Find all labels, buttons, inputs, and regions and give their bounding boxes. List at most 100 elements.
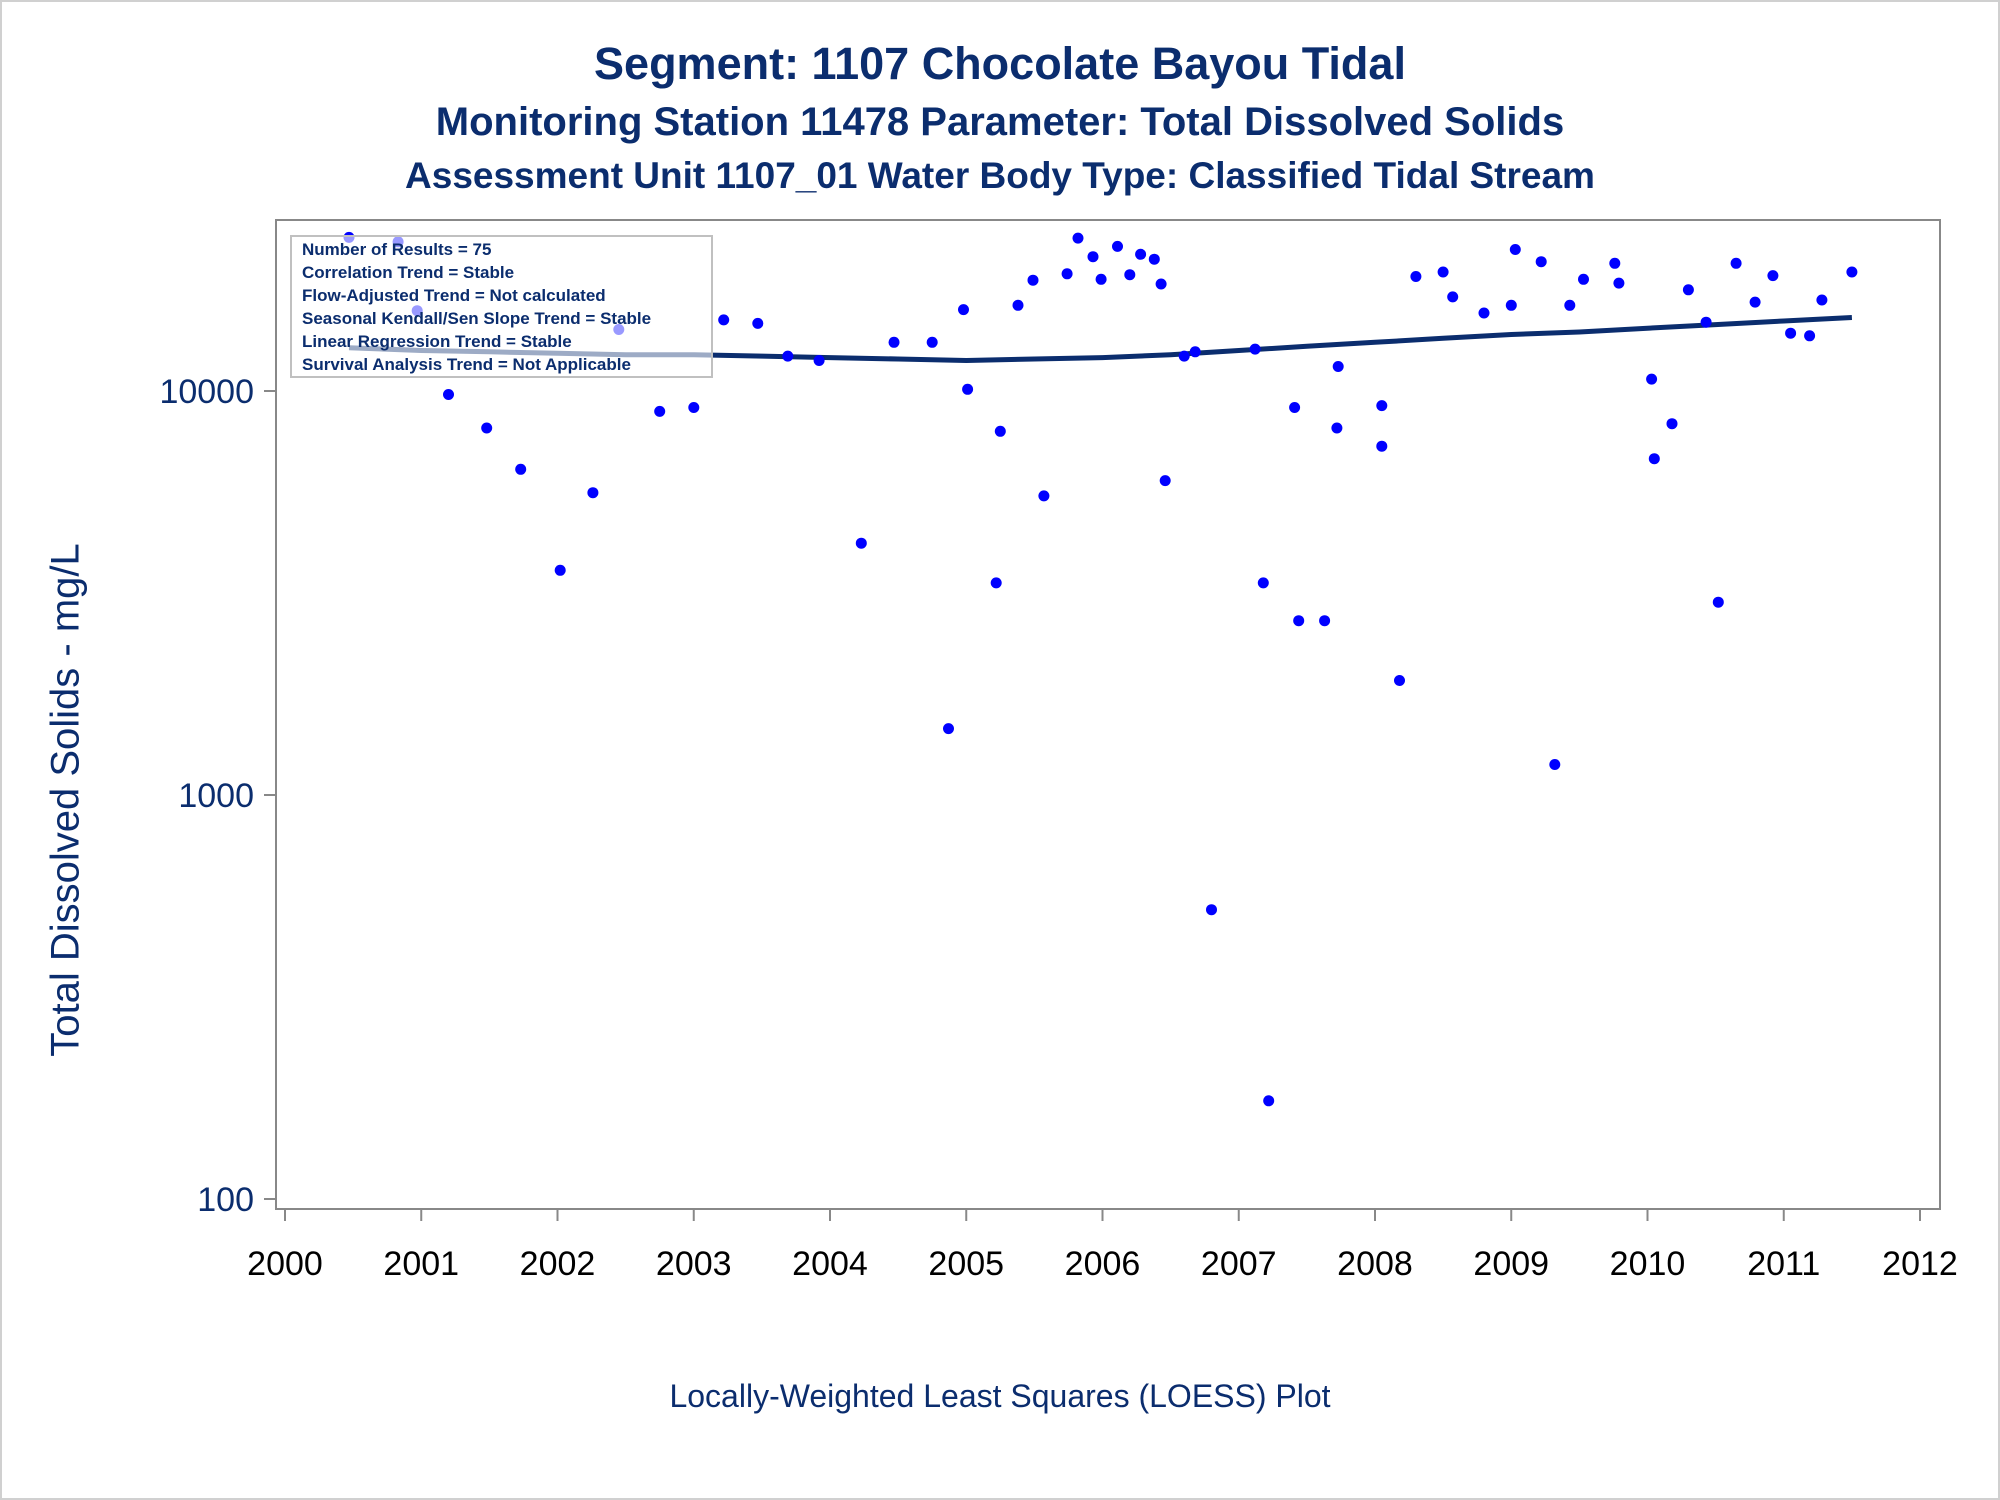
data-point xyxy=(782,350,794,362)
data-point xyxy=(1332,361,1344,372)
data-point xyxy=(1331,422,1343,434)
data-point xyxy=(1447,291,1459,303)
data-point xyxy=(1410,271,1422,282)
data-point xyxy=(1648,453,1660,465)
footnote: Locally-Weighted Least Squares (LOESS) P… xyxy=(669,1378,1331,1414)
data-point xyxy=(1535,256,1547,268)
data-point xyxy=(1846,266,1858,278)
x-tick-label: 2001 xyxy=(383,1245,459,1283)
data-point xyxy=(1087,251,1099,263)
x-tick-label: 2011 xyxy=(1747,1245,1820,1283)
chart-subtitle: Monitoring Station 11478 Parameter: Tota… xyxy=(435,100,1565,144)
data-point xyxy=(752,317,764,329)
data-point xyxy=(1124,269,1136,281)
data-point xyxy=(1804,330,1816,342)
data-point xyxy=(1095,273,1107,285)
x-tick-label: 2010 xyxy=(1610,1245,1686,1283)
x-tick-label: 2012 xyxy=(1882,1245,1958,1283)
chart-subtitle-2: Assessment Unit 1107_01 Water Body Type:… xyxy=(405,155,1595,196)
data-point xyxy=(1712,596,1724,608)
data-point xyxy=(1564,299,1576,311)
data-point xyxy=(1509,244,1521,255)
x-tick-label: 2002 xyxy=(520,1245,596,1283)
data-point xyxy=(481,422,493,434)
legend-entry: Number of Results = 75 xyxy=(302,240,491,259)
data-point xyxy=(1609,257,1621,269)
x-tick-label: 2004 xyxy=(792,1245,868,1283)
data-point xyxy=(1072,232,1084,244)
data-point xyxy=(813,355,825,366)
data-point xyxy=(994,425,1006,437)
data-point xyxy=(1189,346,1201,358)
data-point xyxy=(1289,402,1301,413)
data-point xyxy=(1178,350,1190,362)
x-tick-label: 2006 xyxy=(1065,1245,1141,1283)
x-tick-label: 2005 xyxy=(928,1245,1004,1283)
y-tick-label: 10000 xyxy=(159,373,254,411)
data-point xyxy=(1293,615,1305,627)
data-point xyxy=(1666,418,1678,430)
data-point xyxy=(962,383,974,395)
data-point xyxy=(855,537,867,549)
data-point xyxy=(990,577,1002,589)
x-tick-label: 2007 xyxy=(1201,1245,1277,1283)
data-point xyxy=(1394,675,1405,686)
data-point xyxy=(443,389,454,400)
data-point xyxy=(688,402,700,413)
legend-entry: Flow-Adjusted Trend = Not calculated xyxy=(302,286,606,305)
data-point xyxy=(958,304,969,316)
data-point xyxy=(1730,257,1742,269)
data-point xyxy=(1478,307,1490,319)
data-point xyxy=(888,336,900,348)
data-point xyxy=(1112,240,1123,252)
data-point xyxy=(1376,400,1388,412)
data-point xyxy=(1682,284,1694,296)
data-point xyxy=(1027,274,1039,286)
data-point xyxy=(1749,296,1761,308)
data-point xyxy=(1155,278,1167,290)
data-point xyxy=(1437,266,1449,278)
x-tick-label: 2003 xyxy=(656,1245,732,1283)
data-point xyxy=(1505,299,1517,311)
data-point xyxy=(1549,759,1561,770)
data-point xyxy=(587,487,599,499)
data-point xyxy=(1257,577,1269,589)
legend-entry: Survival Analysis Trend = Not Applicable xyxy=(302,355,631,374)
data-point xyxy=(1767,270,1779,282)
x-tick-label: 2008 xyxy=(1337,1245,1413,1283)
legend: Number of Results = 75 Correlation Trend … xyxy=(290,235,713,378)
chart-title: Segment: 1107 Chocolate Bayou Tidal xyxy=(594,38,1406,89)
legend-box xyxy=(290,235,713,378)
y-tick-label: 1000 xyxy=(178,777,254,815)
data-point xyxy=(1038,490,1050,502)
data-point xyxy=(1785,327,1797,339)
data-point xyxy=(1249,343,1261,355)
data-point xyxy=(1700,316,1712,328)
data-point xyxy=(1319,615,1331,627)
data-point xyxy=(1816,294,1828,306)
data-point xyxy=(1159,475,1171,487)
x-axis-ticks: 2000 2001 2002 2003 2004 2005 2006 2007 2008 2009… xyxy=(247,1209,1958,1283)
data-point xyxy=(515,463,527,475)
legend-entry: Correlation Trend = Stable xyxy=(302,263,514,282)
data-point xyxy=(1135,248,1147,260)
data-point xyxy=(718,314,730,326)
data-point xyxy=(1206,904,1217,916)
data-point xyxy=(1148,253,1160,265)
data-point xyxy=(1376,440,1388,452)
data-point xyxy=(1263,1095,1275,1107)
data-points xyxy=(343,231,1858,1107)
x-tick-label: 2009 xyxy=(1473,1245,1549,1283)
y-tick-label: 100 xyxy=(197,1181,254,1219)
data-point xyxy=(1061,268,1073,280)
legend-entry: Seasonal Kendall/Sen Slope Trend = Stabl… xyxy=(302,309,651,328)
data-point xyxy=(1012,299,1024,311)
y-axis-ticks: 100 1000 10000 xyxy=(159,373,276,1219)
y-axis-label: Total Dissolved Solids - mg/L xyxy=(43,543,88,1057)
data-point xyxy=(1613,277,1625,289)
data-point xyxy=(654,405,666,417)
data-point xyxy=(943,723,954,735)
x-tick-label: 2000 xyxy=(247,1245,323,1283)
legend-entry: Linear Regression Trend = Stable xyxy=(302,332,572,351)
